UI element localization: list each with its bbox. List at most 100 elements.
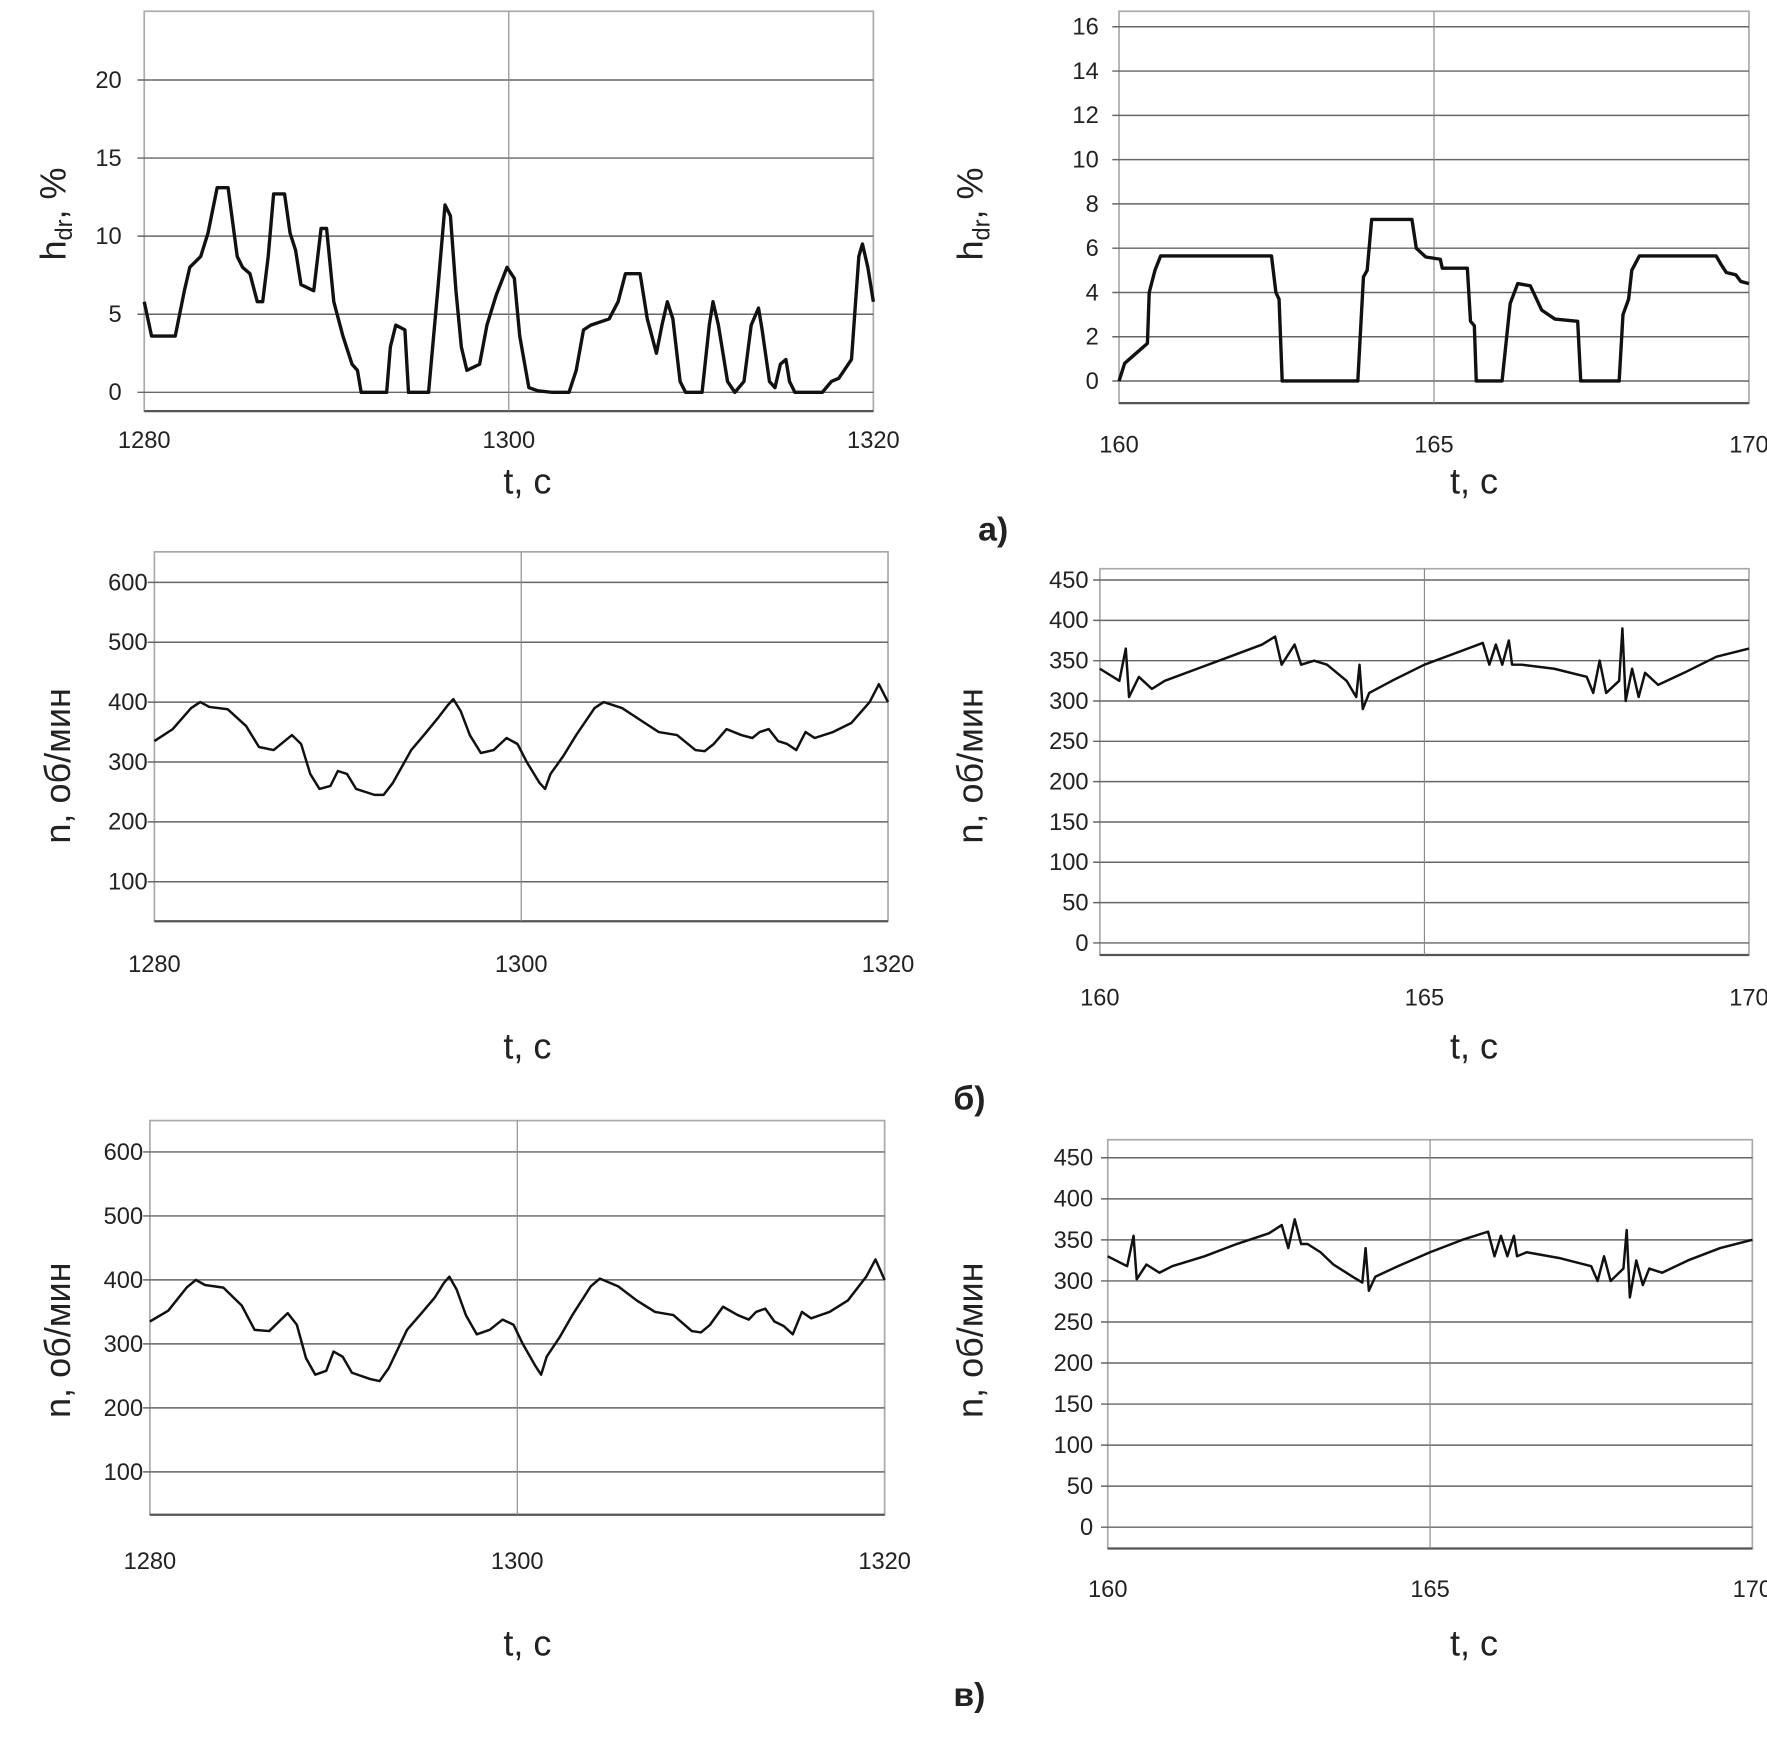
- x-tick-label: 170: [1733, 1577, 1767, 1603]
- y-axis-label: n, об/мин: [950, 688, 991, 844]
- x-axis-label: t, с: [1450, 460, 1498, 501]
- y-tick-label: 100: [108, 870, 147, 896]
- y-tick-label: 600: [104, 1140, 143, 1166]
- y-axis-label-main: n, об/мин: [950, 688, 991, 844]
- series-line: [142, 186, 876, 395]
- y-axis-label-main: h: [32, 241, 73, 261]
- x-tick-label: 1280: [124, 1549, 177, 1575]
- y-tick-label: 5: [109, 302, 122, 328]
- y-tick-label: 450: [1049, 568, 1088, 594]
- y-axis-label-unit: , %: [950, 167, 991, 219]
- y-axis-label: hdr, %: [950, 167, 996, 260]
- x-tick-label: 1320: [847, 428, 900, 454]
- y-tick-label: 200: [1054, 1351, 1093, 1377]
- y-tick-label: 15: [95, 146, 121, 172]
- chart-4: 0 50 100 150 200 250 300 350 400 450 160 165 170 t, с…: [950, 567, 1767, 1067]
- y-tick-label: 20: [95, 68, 121, 94]
- x-axis-label: t, с: [503, 1623, 551, 1664]
- y-tick-label: 500: [108, 630, 147, 656]
- chart-1: 0 5 10 15 20 1280 1300 1320 t, с hdr, %: [32, 10, 900, 501]
- y-tick-label: 6: [1086, 236, 1099, 262]
- x-tick-label: 1300: [491, 1549, 544, 1575]
- y-tick-label: 400: [1054, 1187, 1093, 1213]
- y-axis-label-main: n, об/мин: [950, 1262, 991, 1418]
- y-tick-label: 300: [1054, 1269, 1093, 1295]
- y-tick-label: 150: [1049, 810, 1088, 836]
- y-tick-label: 16: [1072, 15, 1098, 41]
- x-axis-label: t, с: [503, 1026, 551, 1067]
- series-line: [1099, 627, 1750, 711]
- x-tick-label: 160: [1080, 986, 1119, 1012]
- y-tick-label: 600: [108, 570, 147, 596]
- panel-label-v: в): [953, 1676, 985, 1714]
- y-tick-label: 350: [1054, 1228, 1093, 1254]
- y-axis-label: hdr, %: [32, 167, 78, 260]
- x-tick-label: 160: [1099, 433, 1138, 459]
- y-tick-label: 100: [104, 1460, 143, 1486]
- y-tick-label: 100: [1054, 1433, 1093, 1459]
- series-line: [1117, 217, 1750, 383]
- x-tick-label: 1320: [858, 1549, 911, 1575]
- y-tick-label: 10: [1072, 148, 1098, 174]
- x-tick-label: 170: [1729, 433, 1767, 459]
- x-tick-label: 170: [1729, 986, 1767, 1012]
- y-tick-label: 50: [1062, 890, 1088, 916]
- y-tick-label: 8: [1086, 192, 1099, 218]
- y-axis-label-main: n, об/мин: [37, 1262, 78, 1418]
- y-axis-label-unit: , %: [32, 167, 73, 219]
- y-axis-label-main: h: [950, 241, 991, 261]
- y-tick-label: 350: [1049, 649, 1088, 675]
- panel-label-a: а): [978, 511, 1008, 549]
- x-tick-label: 1300: [495, 952, 548, 978]
- y-axis-label: n, об/мин: [950, 1262, 991, 1418]
- x-tick-label: 1280: [118, 428, 171, 454]
- x-tick-label: 165: [1410, 1577, 1449, 1603]
- y-tick-label: 4: [1086, 280, 1099, 306]
- series-line: [153, 682, 890, 797]
- y-tick-label: 14: [1072, 59, 1098, 85]
- y-tick-label: 300: [108, 750, 147, 776]
- y-tick-label: 0: [1080, 1515, 1093, 1541]
- x-axis-label: t, с: [1450, 1623, 1498, 1664]
- x-axis-label: t, с: [503, 460, 551, 501]
- series-line: [149, 1258, 886, 1383]
- y-tick-label: 0: [1075, 931, 1088, 957]
- series-line: [1107, 1218, 1753, 1299]
- x-tick-label: 1300: [482, 428, 535, 454]
- y-tick-label: 0: [1086, 369, 1099, 395]
- y-tick-label: 250: [1054, 1310, 1093, 1336]
- y-tick-label: 10: [95, 224, 121, 250]
- y-tick-label: 250: [1049, 729, 1088, 755]
- y-tick-label: 2: [1086, 325, 1099, 351]
- y-axis-label: n, об/мин: [37, 688, 78, 844]
- y-tick-label: 200: [108, 810, 147, 836]
- x-axis-label: t, с: [1450, 1026, 1498, 1067]
- y-tick-label: 300: [104, 1332, 143, 1358]
- chart-2: 0 2 4 6 8 10 12 14 16 160 165 170 t, с hdr, %: [950, 10, 1767, 501]
- y-tick-label: 0: [109, 380, 122, 406]
- panel-label-b: б): [953, 1079, 985, 1117]
- x-tick-label: 1320: [862, 952, 915, 978]
- y-tick-label: 450: [1054, 1146, 1093, 1172]
- y-axis-label-main: n, об/мин: [37, 688, 78, 844]
- x-tick-label: 165: [1414, 433, 1453, 459]
- y-tick-label: 300: [1049, 689, 1088, 715]
- y-axis-label: n, об/мин: [37, 1262, 78, 1418]
- y-tick-label: 400: [108, 690, 147, 716]
- x-tick-label: 165: [1405, 986, 1444, 1012]
- x-tick-label: 1280: [128, 952, 181, 978]
- chart-6: 0 50 100 150 200 250 300 350 400 450 160 165 170 t, с…: [950, 1138, 1767, 1664]
- y-tick-label: 500: [104, 1204, 143, 1230]
- y-tick-label: 50: [1067, 1474, 1093, 1500]
- y-tick-label: 150: [1054, 1392, 1093, 1418]
- x-tick-label: 160: [1088, 1577, 1127, 1603]
- chart-3: 100 200 300 400 500 600 1280 1300 1320 t, с n, об/…: [37, 551, 915, 1067]
- y-axis-label-subscript: dr: [969, 219, 995, 240]
- y-axis-label-subscript: dr: [52, 219, 78, 240]
- y-tick-label: 200: [104, 1396, 143, 1422]
- y-tick-label: 400: [104, 1268, 143, 1294]
- chart-5: 100 200 300 400 500 600 1280 1300 1320 t, с n, об/…: [37, 1119, 911, 1664]
- y-tick-label: 200: [1049, 770, 1088, 796]
